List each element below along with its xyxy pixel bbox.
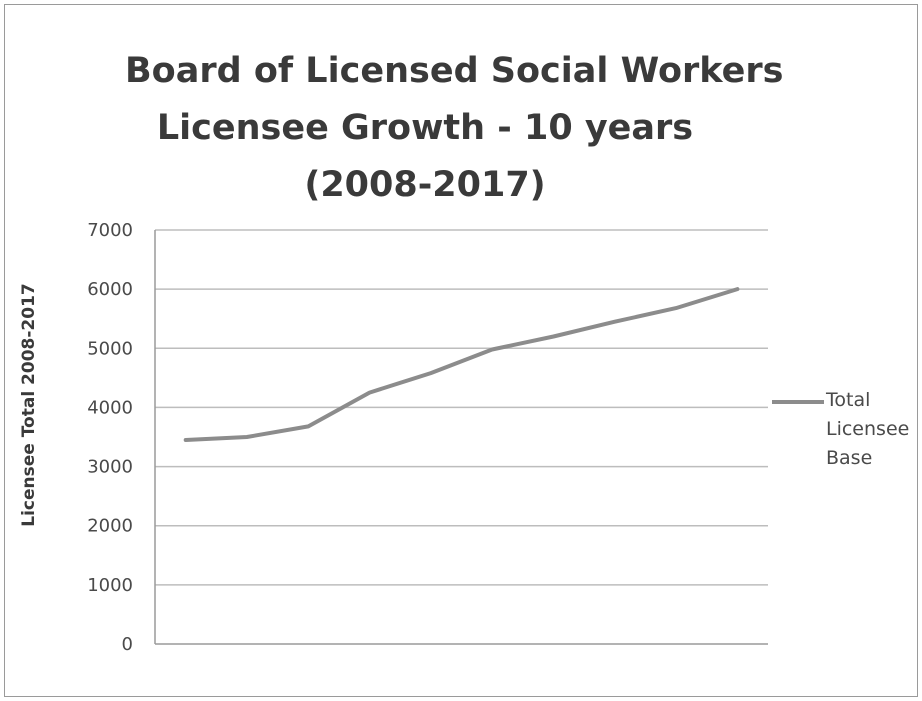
y-tick-labels: 0 1000 2000 3000 4000 5000 6000 7000 [87, 220, 133, 655]
axes [154, 230, 768, 645]
y-tick-label: 4000 [87, 397, 133, 418]
legend: Total Licensee Base [768, 386, 918, 478]
legend-swatch-total-licensee-base [772, 400, 824, 404]
chart-title-line-1: Board of Licensed Social Workers [125, 51, 784, 91]
y-tick-label: 1000 [87, 575, 133, 596]
y-tick-label: 6000 [87, 279, 133, 300]
y-tick-label: 5000 [87, 338, 133, 359]
y-tick-label: 0 [122, 634, 133, 655]
chart-title-line-3: (2008-2017) [304, 165, 546, 205]
y-tick-label: 7000 [87, 220, 133, 241]
chart-title: Board of Licensed Social Workers License… [125, 43, 784, 214]
y-tick-label: 2000 [87, 516, 133, 537]
y-axis-label: Licensee Total 2008-2017 [19, 283, 39, 527]
gridlines [155, 229, 768, 586]
y-tick-label: 3000 [87, 457, 133, 478]
series-lines [183, 287, 740, 442]
chart-title-line-2: Licensee Growth - 10 years [156, 108, 694, 148]
series-line-total-licensee-base [183, 287, 740, 442]
chart-frame: Board of Licensed Social Workers License… [4, 4, 918, 697]
legend-label-total-licensee-base: Total Licensee Base [826, 389, 910, 469]
